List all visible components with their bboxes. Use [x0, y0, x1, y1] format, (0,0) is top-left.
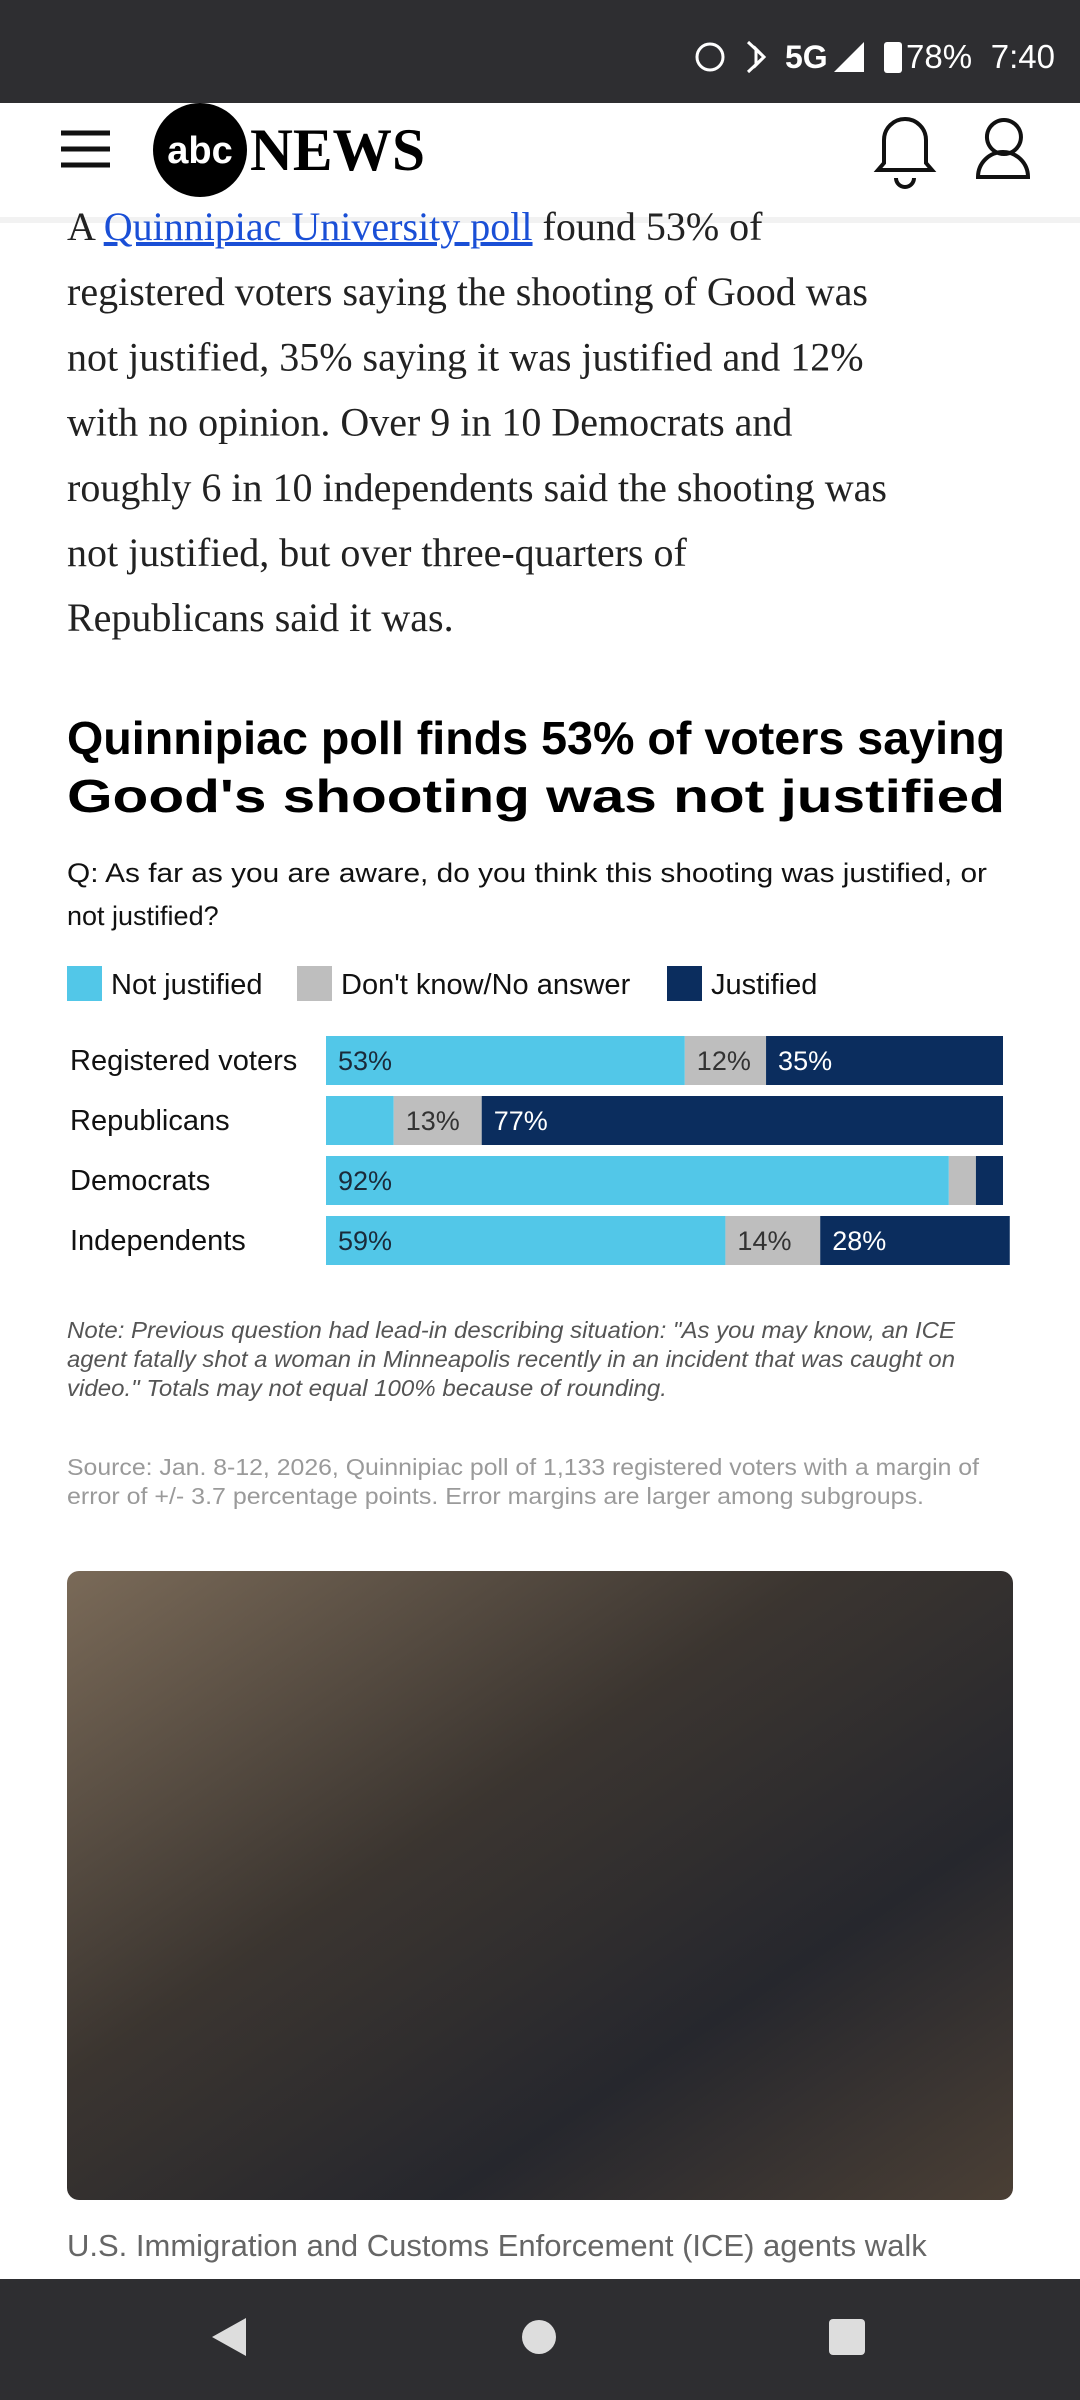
bar-segment: [326, 1096, 394, 1145]
legend-swatch: [67, 966, 102, 1001]
article-line: registered voters saying the shooting of…: [67, 269, 868, 314]
article-line: A Quinnipiac University poll found 53% o…: [67, 204, 763, 249]
value-label: 77%: [494, 1106, 548, 1136]
battery-icon: [884, 42, 902, 73]
bar-segment: [326, 1156, 949, 1205]
bar-segment: [393, 1096, 482, 1145]
article-text: found 53% of: [533, 204, 764, 249]
legend-label: Justified: [711, 969, 817, 1001]
article-line: Republicans said it was.: [67, 595, 454, 640]
article-line: not justified, but over three-quarters o…: [67, 530, 687, 575]
value-label: 92%: [338, 1166, 392, 1196]
recents-button[interactable]: [829, 2319, 865, 2355]
chart-note: video." Totals may not equal 100% becaus…: [67, 1375, 667, 1401]
chart-question: Q: As far as you are aware, do you think…: [67, 858, 987, 888]
back-button[interactable]: [212, 2318, 246, 2356]
value-label: 14%: [737, 1226, 791, 1256]
chart-source: Source: Jan. 8-12, 2026, Quinnipiac poll…: [67, 1454, 980, 1480]
chart-title: Quinnipiac poll finds 53% of voters sayi…: [67, 712, 1005, 764]
category-label: Republicans: [70, 1105, 230, 1137]
bar-segment: [326, 1216, 726, 1265]
value-label: 13%: [406, 1106, 460, 1136]
value-label: 53%: [338, 1046, 392, 1076]
image-caption: U.S. Immigration and Customs Enforcement…: [67, 2228, 927, 2263]
alarm-icon: [695, 42, 725, 72]
bar-segment: [481, 1096, 1004, 1145]
bar-segment: [975, 1156, 1003, 1205]
article-line: roughly 6 in 10 independents said the sh…: [67, 465, 887, 510]
category-label: Registered voters: [70, 1045, 297, 1077]
home-button[interactable]: [522, 2320, 556, 2354]
signal-icon: [834, 42, 864, 72]
logo-news[interactable]: NEWS: [250, 117, 425, 183]
bluetooth-icon: [746, 40, 767, 74]
logo-abc[interactable]: abc: [167, 130, 232, 172]
value-label: 12%: [697, 1046, 751, 1076]
bar-segment: [725, 1216, 821, 1265]
bar-segment: [766, 1036, 1003, 1085]
legend-swatch: [667, 966, 702, 1001]
bar-segment: [684, 1036, 767, 1085]
battery: 78%: [906, 38, 972, 75]
bar-segment: [820, 1216, 1010, 1265]
network: 5G: [785, 39, 828, 75]
chart-source: error of +/- 3.7 percentage points. Erro…: [67, 1483, 924, 1509]
article-line: not justified, 35% saying it was justifi…: [67, 334, 864, 379]
article-text: A: [67, 204, 104, 249]
logo-circle[interactable]: [153, 103, 247, 197]
article-link[interactable]: Quinnipiac University poll: [104, 204, 533, 249]
account-button[interactable]: [975, 118, 1031, 179]
bar-segment: [326, 1036, 685, 1085]
category-label: Independents: [70, 1225, 246, 1257]
chart-note: Note: Previous question had lead-in desc…: [67, 1317, 956, 1343]
legend-label: Don't know/No answer: [341, 969, 631, 1001]
legend-label: Not justified: [111, 969, 263, 1001]
article-photo[interactable]: [67, 1571, 1013, 2200]
notification-button[interactable]: [873, 117, 937, 189]
header-shadow: [0, 217, 1080, 223]
chart-question: not justified?: [67, 901, 219, 931]
value-label: 35%: [778, 1046, 832, 1076]
chart-note: agent fatally shot a woman in Minneapoli…: [67, 1346, 955, 1372]
article-line: with no opinion. Over 9 in 10 Democrats …: [67, 400, 792, 445]
value-label: 59%: [338, 1226, 392, 1256]
bar-segment: [948, 1156, 976, 1205]
value-label: 28%: [832, 1226, 886, 1256]
category-label: Democrats: [70, 1165, 210, 1197]
chart-title: Good's shooting was not justified: [67, 770, 1005, 822]
legend-swatch: [297, 966, 332, 1001]
menu-button[interactable]: [61, 130, 110, 168]
time: 7:40: [991, 38, 1055, 75]
